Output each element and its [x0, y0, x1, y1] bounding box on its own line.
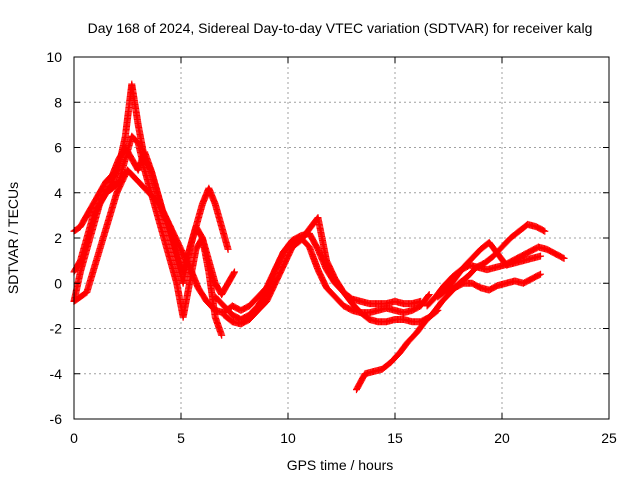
data-points: [70, 80, 568, 394]
y-tick-label: 6: [54, 140, 62, 156]
series-track-j: [442, 270, 545, 296]
data-point: [218, 331, 226, 339]
data-point: [424, 292, 432, 300]
x-tick-label: 25: [601, 430, 617, 446]
y-tick-label: 0: [54, 275, 62, 291]
data-point: [425, 291, 433, 299]
data-point: [560, 254, 568, 262]
x-tick-label: 5: [177, 430, 185, 446]
data-point: [541, 227, 549, 235]
data-point: [559, 254, 567, 262]
series-track-i: [434, 239, 545, 301]
data-point: [537, 270, 545, 278]
y-tick-label: 8: [54, 94, 62, 110]
x-tick-label: 0: [70, 430, 78, 446]
y-tick-label: -4: [50, 366, 63, 382]
data-point: [535, 271, 543, 279]
x-axis-label: GPS time / hours: [287, 457, 394, 473]
chart-title: Day 168 of 2024, Sidereal Day-to-day VTE…: [88, 20, 593, 36]
series-track-g: [352, 220, 549, 394]
data-point: [231, 268, 238, 276]
series-track-c: [70, 144, 226, 339]
y-axis-label: SDTVAR / TECUs: [5, 182, 21, 294]
y-tick-label: 2: [54, 230, 62, 246]
axis-ticks: [73, 56, 610, 420]
y-tick-label: 10: [46, 49, 62, 65]
data-point: [540, 227, 548, 235]
tick-labels: 0 5 10 15 20 25 -6 -4 -2 0 2 4 6 8 10: [46, 49, 617, 446]
data-point: [224, 245, 232, 253]
data-point: [417, 297, 425, 305]
y-tick-label: -2: [50, 321, 63, 337]
x-tick-label: 10: [280, 430, 296, 446]
data-point: [230, 269, 238, 277]
y-tick-label: 4: [54, 185, 62, 201]
y-tick-label: -6: [50, 411, 63, 427]
x-tick-label: 15: [387, 430, 403, 446]
data-point: [537, 252, 545, 260]
x-tick-label: 20: [494, 430, 510, 446]
